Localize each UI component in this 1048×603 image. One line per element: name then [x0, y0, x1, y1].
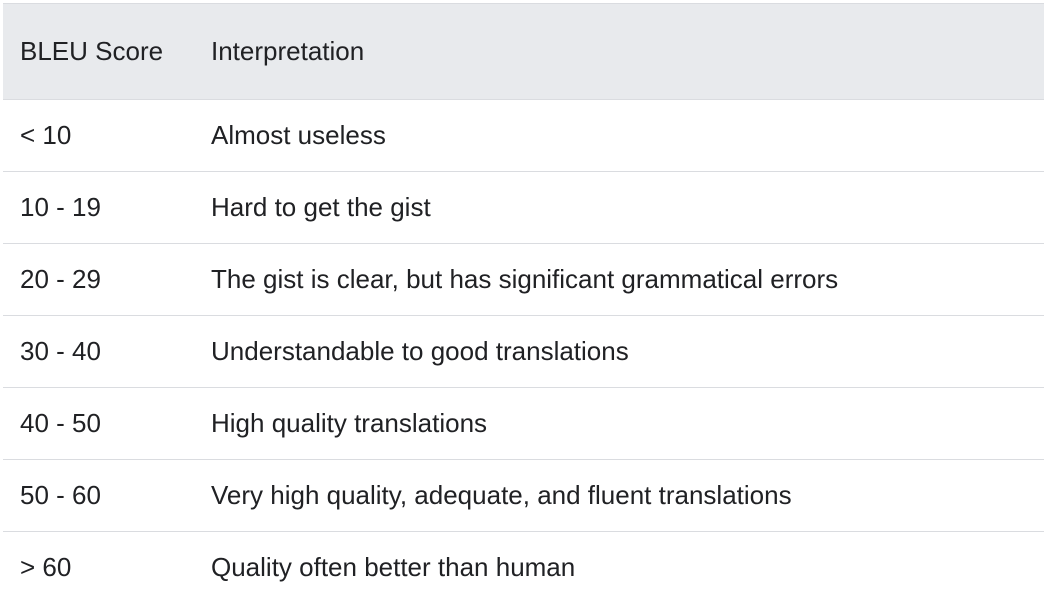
score-cell: 50 - 60: [20, 480, 101, 510]
score-cell: 40 - 50: [20, 408, 101, 438]
bleu-interpretation-table: BLEU Score Interpretation < 10 Almost us…: [3, 3, 1044, 603]
interpretation-cell: Quality often better than human: [211, 552, 576, 582]
interpretation-cell: Understandable to good translations: [211, 336, 629, 366]
score-cell: 20 - 29: [20, 264, 101, 294]
column-header-bleu-score: BLEU Score: [20, 36, 164, 66]
score-cell: 10 - 19: [20, 192, 101, 222]
interpretation-cell: Very high quality, adequate, and fluent …: [211, 480, 792, 510]
column-header-interpretation: Interpretation: [211, 36, 365, 66]
table-header-row: BLEU Score Interpretation: [3, 4, 1044, 100]
table-row: > 60 Quality often better than human: [3, 532, 1044, 603]
interpretation-cell: High quality translations: [211, 408, 488, 438]
score-cell: < 10: [20, 120, 72, 150]
table-row: 10 - 19 Hard to get the gist: [3, 172, 1044, 244]
table-row: 30 - 40 Understandable to good translati…: [3, 316, 1044, 388]
table-row: 40 - 50 High quality translations: [3, 388, 1044, 460]
interpretation-cell: Almost useless: [211, 120, 386, 150]
table-row: 20 - 29 The gist is clear, but has signi…: [3, 244, 1044, 316]
table-row: < 10 Almost useless: [3, 100, 1044, 172]
score-cell: 30 - 40: [20, 336, 101, 366]
score-cell: > 60: [20, 552, 72, 582]
table-row: 50 - 60 Very high quality, adequate, and…: [3, 460, 1044, 532]
interpretation-cell: The gist is clear, but has significant g…: [211, 264, 839, 294]
interpretation-cell: Hard to get the gist: [211, 192, 431, 222]
